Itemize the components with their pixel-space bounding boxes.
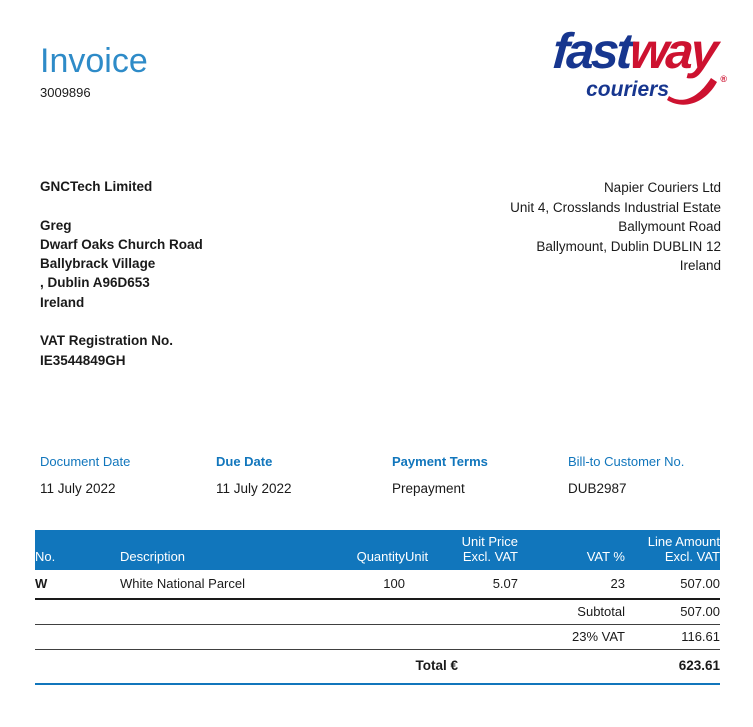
line-items-table: No. Description Quantity Unit Unit Price… — [35, 530, 720, 685]
total-value: 623.61 — [518, 649, 720, 685]
customer-name: GNCTech Limited — [40, 179, 153, 194]
company-address-line: Unit 4, Crosslands Industrial Estate — [510, 199, 721, 215]
invoice-number: 3009896 — [40, 85, 91, 100]
customer-address-line: Ballybrack Village — [40, 256, 156, 272]
customer-address-line: , Dublin A96D653 — [40, 275, 150, 291]
page-title: Invoice — [40, 42, 148, 80]
col-header-quantity: Quantity — [285, 530, 405, 570]
due-date-value: 11 July 2022 — [216, 481, 292, 496]
col-header-unit-price-line2: Excl. VAT — [462, 549, 518, 564]
document-date-value: 11 July 2022 — [40, 481, 116, 496]
total-label: Total € — [35, 649, 518, 685]
due-date-label: Due Date — [216, 454, 273, 469]
col-header-no: No. — [35, 530, 120, 570]
customer-address-line: Greg — [40, 217, 72, 233]
vat-amount-label: 23% VAT — [35, 624, 625, 650]
logo-wordmark: fastway — [550, 23, 717, 79]
subtotal-row: Subtotal 507.00 — [35, 599, 720, 625]
vat-registration-number: IE3544849GH — [40, 352, 126, 368]
line-items-section: No. Description Quantity Unit Unit Price… — [35, 530, 720, 685]
fastway-logo: fastway couriers ® — [497, 23, 727, 106]
col-header-unit-price-line1: Unit Price — [461, 534, 518, 549]
col-header-line-amount-line1: Line Amount — [647, 534, 720, 549]
col-header-line-amount: Line Amount Excl. VAT — [625, 530, 720, 570]
col-header-unit: Unit — [405, 530, 440, 570]
customer-address-line: Dwarf Oaks Church Road — [40, 236, 203, 252]
bill-to-customer-field: Bill-to Customer No. DUB2987 — [568, 454, 744, 496]
bill-to-customer-value: DUB2987 — [568, 481, 627, 496]
cell-unit — [405, 570, 440, 600]
spacer — [40, 196, 203, 215]
company-name: Napier Couriers Ltd — [603, 180, 721, 195]
table-header-row: No. Description Quantity Unit Unit Price… — [35, 530, 720, 570]
col-header-description: Description — [120, 530, 285, 570]
logo-swoosh-icon — [667, 78, 717, 105]
due-date-field: Due Date 11 July 2022 — [216, 454, 392, 496]
company-address-line: Ballymount Road — [618, 219, 721, 234]
payment-terms-field: Payment Terms Prepayment — [392, 454, 568, 496]
customer-address-block: GNCTech Limited Greg Dwarf Oaks Church R… — [40, 177, 203, 370]
cell-no: W — [35, 570, 120, 600]
subtotal-value: 507.00 — [625, 599, 720, 625]
col-header-vat: VAT % — [518, 530, 625, 570]
document-date-field: Document Date 11 July 2022 — [40, 454, 216, 496]
col-header-unit-price: Unit Price Excl. VAT — [440, 530, 518, 570]
logo-subtitle: couriers — [586, 78, 669, 101]
cell-vat: 23 — [518, 570, 625, 600]
vat-registration-label: VAT Registration No. — [40, 333, 174, 349]
logo-fast-text: fast — [550, 23, 632, 79]
cell-line-amount: 507.00 — [625, 570, 720, 600]
registered-trademark-icon: ® — [720, 74, 727, 84]
customer-address-line: Ireland — [40, 294, 85, 310]
payment-terms-value: Prepayment — [392, 481, 465, 496]
cell-unit-price: 5.07 — [440, 570, 518, 600]
document-date-label: Document Date — [40, 454, 131, 469]
subtotal-label: Subtotal — [35, 599, 625, 625]
cell-description: White National Parcel — [120, 570, 285, 600]
table-row: W White National Parcel 100 5.07 23 507.… — [35, 570, 720, 600]
logo-way-text: way — [627, 23, 717, 79]
cell-quantity: 100 — [285, 570, 405, 600]
company-address-block: Napier Couriers Ltd Unit 4, Crosslands I… — [510, 178, 721, 276]
vat-amount-value: 116.61 — [625, 624, 720, 650]
bill-to-customer-label: Bill-to Customer No. — [568, 454, 685, 469]
col-header-line-amount-line2: Excl. VAT — [664, 549, 720, 564]
total-row: Total € 623.61 — [35, 649, 720, 685]
vat-row: 23% VAT 116.61 — [35, 624, 720, 650]
spacer — [40, 312, 203, 331]
company-address-line: Ireland — [679, 258, 721, 273]
payment-terms-label: Payment Terms — [392, 454, 488, 469]
company-address-line: Ballymount, Dublin DUBLIN 12 — [536, 238, 721, 254]
